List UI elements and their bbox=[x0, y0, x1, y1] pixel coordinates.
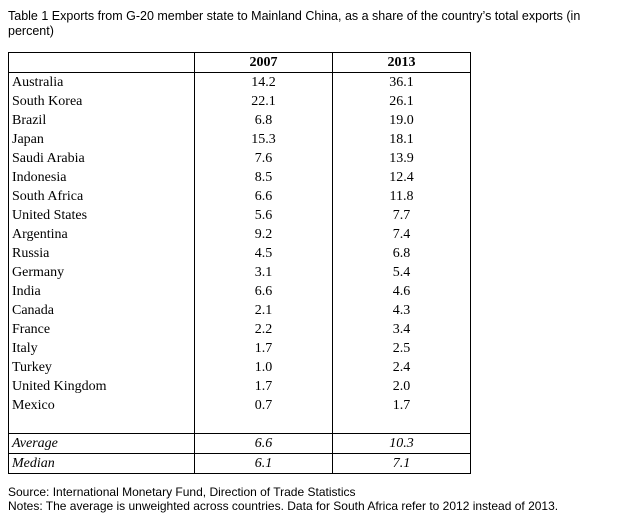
country-cell: Canada bbox=[8, 301, 195, 320]
summary-2013-cell: 7.1 bbox=[332, 453, 471, 474]
table-body: Australia 14.2 36.1 South Korea 22.1 26.1 Braz… bbox=[8, 72, 471, 474]
summary-label-cell: Median bbox=[8, 453, 195, 474]
table-row: Saudi Arabia 7.6 13.9 bbox=[8, 149, 471, 168]
summary-row: Median 6.1 7.1 bbox=[8, 453, 471, 474]
header-2013: 2013 bbox=[332, 52, 471, 73]
table-row: United States 5.6 7.7 bbox=[8, 206, 471, 225]
value-2007-cell: 1.0 bbox=[194, 358, 333, 377]
value-2007-cell: 2.1 bbox=[194, 301, 333, 320]
country-cell: United Kingdom bbox=[8, 377, 195, 396]
table-row: Germany 3.1 5.4 bbox=[8, 263, 471, 282]
country-cell: Italy bbox=[8, 339, 195, 358]
spacer-cell bbox=[194, 415, 333, 434]
summary-row: Average 6.6 10.3 bbox=[8, 433, 471, 454]
spacer-row bbox=[8, 415, 471, 434]
value-2007-cell: 6.8 bbox=[194, 111, 333, 130]
table-row: Italy 1.7 2.5 bbox=[8, 339, 471, 358]
country-cell: Mexico bbox=[8, 396, 195, 415]
table-row: Brazil 6.8 19.0 bbox=[8, 111, 471, 130]
table-row: South Africa 6.6 11.8 bbox=[8, 187, 471, 206]
table-row: United Kingdom 1.7 2.0 bbox=[8, 377, 471, 396]
value-2013-cell: 18.1 bbox=[332, 130, 471, 149]
footnotes: Source: International Monetary Fund, Dir… bbox=[8, 485, 614, 513]
summary-2013-cell: 10.3 bbox=[332, 433, 471, 454]
value-2007-cell: 14.2 bbox=[194, 72, 333, 92]
summary-2007-cell: 6.6 bbox=[194, 433, 333, 454]
country-cell: France bbox=[8, 320, 195, 339]
value-2013-cell: 7.7 bbox=[332, 206, 471, 225]
country-cell: Argentina bbox=[8, 225, 195, 244]
header-country bbox=[8, 52, 195, 73]
value-2007-cell: 15.3 bbox=[194, 130, 333, 149]
table-row: Turkey 1.0 2.4 bbox=[8, 358, 471, 377]
value-2013-cell: 1.7 bbox=[332, 396, 471, 415]
country-cell: United States bbox=[8, 206, 195, 225]
table-row: India 6.6 4.6 bbox=[8, 282, 471, 301]
table-row: Argentina 9.2 7.4 bbox=[8, 225, 471, 244]
country-cell: India bbox=[8, 282, 195, 301]
notes-text: Notes: The average is unweighted across … bbox=[8, 499, 559, 513]
value-2013-cell: 36.1 bbox=[332, 72, 471, 92]
value-2013-cell: 11.8 bbox=[332, 187, 471, 206]
country-cell: Turkey bbox=[8, 358, 195, 377]
value-2013-cell: 7.4 bbox=[332, 225, 471, 244]
value-2013-cell: 19.0 bbox=[332, 111, 471, 130]
table-row: Mexico 0.7 1.7 bbox=[8, 396, 471, 415]
country-cell: Australia bbox=[8, 72, 195, 92]
value-2013-cell: 2.5 bbox=[332, 339, 471, 358]
value-2007-cell: 3.1 bbox=[194, 263, 333, 282]
country-cell: Saudi Arabia bbox=[8, 149, 195, 168]
summary-2007-cell: 6.1 bbox=[194, 453, 333, 474]
value-2007-cell: 8.5 bbox=[194, 168, 333, 187]
value-2007-cell: 1.7 bbox=[194, 339, 333, 358]
value-2007-cell: 6.6 bbox=[194, 187, 333, 206]
value-2007-cell: 4.5 bbox=[194, 244, 333, 263]
table-row: South Korea 22.1 26.1 bbox=[8, 92, 471, 111]
header-2007: 2007 bbox=[194, 52, 333, 73]
country-cell: South Africa bbox=[8, 187, 195, 206]
value-2007-cell: 7.6 bbox=[194, 149, 333, 168]
country-cell: South Korea bbox=[8, 92, 195, 111]
value-2013-cell: 2.0 bbox=[332, 377, 471, 396]
value-2013-cell: 4.6 bbox=[332, 282, 471, 301]
country-cell: Brazil bbox=[8, 111, 195, 130]
value-2013-cell: 6.8 bbox=[332, 244, 471, 263]
spacer-cell bbox=[8, 415, 195, 434]
header-row: 2007 2013 bbox=[8, 52, 471, 73]
country-cell: Indonesia bbox=[8, 168, 195, 187]
value-2007-cell: 0.7 bbox=[194, 396, 333, 415]
value-2007-cell: 5.6 bbox=[194, 206, 333, 225]
table-row: Russia 4.5 6.8 bbox=[8, 244, 471, 263]
value-2013-cell: 3.4 bbox=[332, 320, 471, 339]
spacer-cell bbox=[332, 415, 471, 434]
value-2013-cell: 5.4 bbox=[332, 263, 471, 282]
value-2007-cell: 1.7 bbox=[194, 377, 333, 396]
country-cell: Japan bbox=[8, 130, 195, 149]
value-2013-cell: 13.9 bbox=[332, 149, 471, 168]
source-note: Source: International Monetary Fund, Dir… bbox=[8, 485, 356, 499]
value-2007-cell: 2.2 bbox=[194, 320, 333, 339]
table-caption: Table 1 Exports from G-20 member state t… bbox=[8, 9, 581, 38]
value-2007-cell: 22.1 bbox=[194, 92, 333, 111]
table-row: Japan 15.3 18.1 bbox=[8, 130, 471, 149]
table-row: Canada 2.1 4.3 bbox=[8, 301, 471, 320]
value-2007-cell: 6.6 bbox=[194, 282, 333, 301]
value-2007-cell: 9.2 bbox=[194, 225, 333, 244]
exports-table: 2007 2013 Australia 14.2 36.1 South Korea 22… bbox=[8, 52, 471, 474]
country-cell: Germany bbox=[8, 263, 195, 282]
summary-label-cell: Average bbox=[8, 433, 195, 454]
country-cell: Russia bbox=[8, 244, 195, 263]
table-row: Indonesia 8.5 12.4 bbox=[8, 168, 471, 187]
table-row: France 2.2 3.4 bbox=[8, 320, 471, 339]
value-2013-cell: 26.1 bbox=[332, 92, 471, 111]
table-row: Australia 14.2 36.1 bbox=[8, 72, 471, 92]
value-2013-cell: 12.4 bbox=[332, 168, 471, 187]
value-2013-cell: 2.4 bbox=[332, 358, 471, 377]
value-2013-cell: 4.3 bbox=[332, 301, 471, 320]
